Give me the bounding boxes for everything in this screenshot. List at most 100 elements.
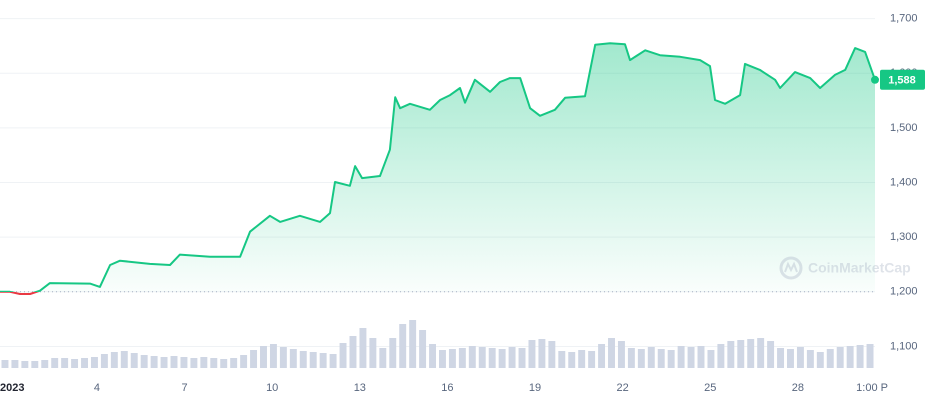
volume-bar [11, 360, 19, 368]
x-tick-label: 2023 [0, 382, 24, 394]
volume-bar [548, 341, 556, 368]
y-tick-label: 1,500 [890, 122, 918, 134]
volume-bar [90, 357, 98, 368]
volume-bar [369, 338, 377, 368]
volume-bar [120, 351, 128, 368]
volume-bar [558, 351, 566, 368]
volume-bar [329, 354, 337, 368]
volume-bar [51, 358, 59, 368]
x-tick-label: 16 [441, 382, 453, 394]
volume-bar [1, 360, 9, 368]
volume-bar [478, 347, 486, 368]
volume-bar [319, 353, 327, 368]
price-badge [880, 69, 925, 90]
volume-bar [81, 358, 88, 368]
volume-bar [439, 350, 446, 368]
volume-bar [309, 352, 317, 368]
volume-bar [409, 320, 417, 368]
volume-bar [279, 347, 287, 368]
last-price-dot [871, 75, 879, 84]
volume-bar [806, 350, 814, 368]
y-tick-label: 1,400 [890, 176, 918, 188]
volume-bar [130, 353, 138, 368]
volume-bar [31, 361, 39, 368]
volume-bar [488, 348, 496, 368]
x-tick-label: 7 [182, 382, 188, 394]
volume-bar [240, 355, 248, 368]
volume-bar [727, 341, 735, 368]
volume-bar [637, 349, 645, 368]
volume-bar [21, 361, 29, 368]
volume-bar [767, 341, 775, 368]
volume-bar [518, 348, 526, 368]
price-area [0, 43, 875, 295]
volume-bar [289, 349, 297, 368]
x-tick-label: 4 [94, 382, 100, 394]
volume-bar [757, 338, 765, 368]
x-tick-label: 25 [704, 382, 716, 394]
volume-bar [150, 356, 158, 368]
volume-bar [717, 344, 725, 368]
volume-bar [647, 347, 655, 368]
volume-bar [41, 360, 49, 368]
volume-bar [846, 346, 854, 368]
volume-bar [61, 358, 69, 368]
volume-bar [230, 358, 238, 368]
volume-bar [140, 355, 148, 368]
volume-bar [260, 346, 267, 368]
price-badge-label: 1,588 [888, 75, 916, 87]
volume-bar [707, 350, 715, 368]
volume-bar [250, 350, 258, 368]
volume-bar [777, 348, 785, 368]
volume-bar [220, 359, 228, 368]
x-tick-label: 10 [266, 382, 278, 394]
volume-bar [796, 347, 804, 368]
volume-bar [349, 336, 357, 368]
volume-bar [498, 349, 506, 368]
volume-bar [627, 348, 635, 368]
volume-bar [747, 339, 755, 368]
volume-bar [528, 340, 536, 368]
volume-bar [458, 348, 466, 368]
volume-bar [71, 359, 79, 368]
x-tick-label: 22 [617, 382, 629, 394]
price-line [0, 42, 876, 295]
volume-bar [299, 351, 307, 368]
x-tick-label: 1:00 P [856, 382, 888, 394]
volume-bar [170, 356, 178, 368]
volume-bar [737, 340, 745, 368]
volume-bar [399, 324, 407, 368]
volume-bar [667, 350, 675, 368]
volume-bar [429, 344, 436, 368]
volume-bar [826, 349, 834, 368]
volume-bar [508, 347, 516, 368]
volume-bar [180, 357, 188, 368]
volume-bar [389, 338, 397, 368]
volume-bar [578, 350, 586, 368]
x-tick-label: 19 [529, 382, 541, 394]
volume-bar [617, 341, 625, 368]
y-tick-label: 1,300 [890, 231, 918, 243]
volume-bar [160, 357, 168, 368]
volume-bar [836, 347, 844, 368]
volume-bar [568, 352, 576, 368]
y-tick-label: 1,200 [890, 286, 918, 298]
volume-bar [100, 354, 108, 368]
watermark: CoinMarketCap [779, 256, 911, 280]
volume-bar [588, 351, 596, 368]
volume-bar [816, 352, 824, 368]
volume-bar [687, 347, 695, 368]
x-tick-label: 13 [354, 382, 366, 394]
volume-bar [210, 358, 218, 368]
volume-bar [339, 343, 347, 368]
volume-bar [269, 344, 277, 368]
volume-bar [419, 330, 427, 368]
volume-bar [448, 349, 456, 368]
watermark-text: CoinMarketCap [808, 260, 911, 276]
volume-bar [787, 349, 794, 368]
volume-bar [190, 358, 198, 368]
x-tick-label: 28 [792, 382, 804, 394]
volume-bar [856, 345, 864, 368]
volume-bar [677, 346, 685, 368]
